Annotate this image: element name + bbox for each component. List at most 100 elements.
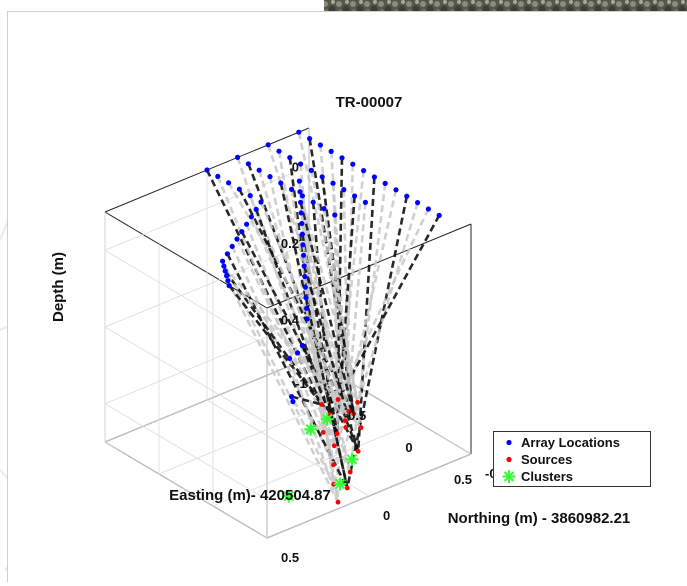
cluster-stroke — [334, 478, 346, 490]
array-location-point — [362, 199, 368, 205]
cluster-stroke — [321, 413, 333, 425]
ray-line-gray — [226, 280, 340, 503]
ray-line-gray — [266, 144, 363, 429]
array-location-point — [229, 243, 235, 249]
ray-line-dark — [335, 195, 356, 434]
array-location-point — [317, 142, 323, 148]
cluster-stroke — [346, 454, 358, 465]
array-location-point — [267, 174, 273, 180]
array-location-point — [236, 186, 242, 192]
cluster-asterisk — [345, 452, 359, 466]
array-location-point — [304, 316, 310, 322]
array-location-point — [299, 220, 305, 227]
array-location-point — [304, 305, 310, 311]
ray-line-gray — [305, 308, 335, 485]
ray-line-dark — [356, 176, 376, 452]
z-tick-label: 0 — [292, 159, 299, 174]
source-point — [335, 397, 341, 402]
legend-dot-blue-icon — [506, 439, 512, 446]
array-location-point — [298, 210, 304, 216]
array-location-point — [307, 136, 313, 142]
array-location-point — [308, 167, 314, 173]
figure-window: -1-0.500.5-0.500.500.20.4 TR-00007 Depth… — [7, 11, 687, 582]
ray-line-gray — [301, 244, 348, 428]
ray-line-gray — [333, 170, 365, 446]
grid-line — [104, 249, 268, 347]
x-tick-label: 0 — [405, 440, 412, 455]
y-tick-label: 0.5 — [281, 550, 299, 565]
grid-lines — [104, 128, 472, 539]
ray-line-gray — [332, 202, 419, 485]
ray-line-gray — [297, 131, 359, 403]
source-point — [342, 418, 348, 423]
source-point — [331, 443, 337, 449]
array-location-point — [310, 199, 316, 205]
array-location-point — [299, 193, 305, 199]
array-location-point — [258, 199, 264, 205]
array-location-point — [278, 180, 284, 186]
ray-line-gray — [277, 150, 340, 503]
array-location-point — [226, 180, 232, 186]
source-point — [343, 425, 349, 430]
array-location-point — [425, 206, 431, 212]
array-location-point — [436, 212, 442, 218]
array-location-point — [256, 167, 262, 173]
plot-canvas: -1-0.500.5-0.500.500.20.4 TR-00007 Depth… — [50, 94, 630, 565]
ray-line-gray — [322, 208, 363, 428]
source-point — [335, 499, 341, 505]
array-location-point — [296, 178, 302, 184]
array-location-point — [341, 187, 347, 193]
array-location-point — [404, 193, 410, 199]
source-point — [346, 409, 352, 414]
x-tick-label: -0.5 — [344, 408, 366, 423]
grid-line — [104, 403, 268, 501]
array-location-point — [298, 161, 304, 167]
source-point — [355, 399, 360, 405]
array-location-point — [239, 229, 245, 235]
ray-line-dark — [299, 201, 355, 415]
grid-line — [104, 326, 268, 424]
source-point — [319, 402, 325, 407]
array-location-point — [299, 342, 305, 349]
legend-asterisk-green-icon — [502, 470, 516, 483]
ray-line-gray — [291, 400, 325, 434]
array-location-point — [297, 189, 303, 195]
legend-entry-clusters: Clusters — [494, 468, 650, 485]
array-location-point — [296, 129, 302, 135]
x-axis-label: Easting (m)- 420504.87 — [169, 487, 331, 504]
source-point — [344, 485, 350, 491]
array-location-point — [226, 283, 232, 289]
array-location-point — [224, 273, 230, 279]
array-location-point — [361, 168, 367, 174]
ray-line-gray — [249, 195, 347, 422]
source-point — [320, 430, 326, 435]
legend-entry-array-locations: Array Locations — [494, 434, 650, 451]
ray-line-gray — [296, 352, 363, 429]
array-location-point — [204, 167, 210, 173]
cluster-stroke — [305, 424, 316, 435]
array-location-point — [222, 268, 228, 274]
legend-label: Clusters — [521, 469, 574, 484]
array-location-point — [415, 200, 421, 206]
array-location-point — [300, 242, 306, 248]
legend-label: Array Locations — [521, 435, 620, 450]
array-location-point — [352, 193, 358, 199]
z-tick-label: 0.4 — [281, 313, 300, 328]
cluster-asterisk — [304, 422, 318, 436]
ray-lines — [205, 131, 441, 503]
array-location-point — [220, 258, 226, 264]
array-location-point — [332, 212, 338, 218]
ray-line-gray — [344, 202, 367, 428]
array-location-point — [289, 394, 295, 400]
array-location-point — [253, 206, 259, 212]
source-point — [347, 469, 353, 475]
array-location-point — [290, 398, 296, 405]
grid-line — [104, 441, 268, 539]
grid-line — [104, 165, 310, 251]
cluster-asterisk — [282, 489, 296, 503]
legend-label: Sources — [521, 452, 573, 467]
array-location-point — [319, 174, 325, 180]
array-location-point — [303, 295, 309, 301]
ray-line-gray — [298, 191, 359, 403]
array-location-point — [221, 263, 227, 269]
